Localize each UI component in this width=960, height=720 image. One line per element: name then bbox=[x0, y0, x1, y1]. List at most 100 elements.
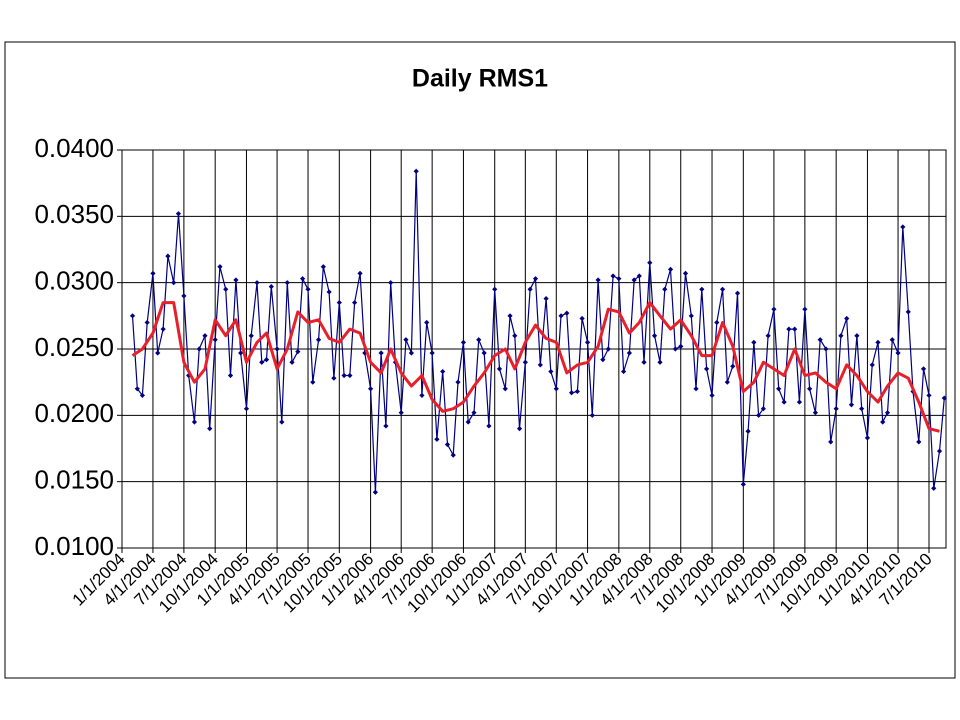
data-point bbox=[419, 392, 425, 399]
data-point bbox=[223, 286, 229, 292]
data-point bbox=[207, 426, 213, 432]
data-point bbox=[134, 386, 140, 392]
data-point bbox=[875, 339, 881, 345]
data-point bbox=[621, 368, 627, 375]
data-point bbox=[160, 326, 166, 332]
data-point bbox=[568, 390, 575, 396]
data-point bbox=[869, 362, 875, 368]
data-point bbox=[248, 333, 254, 339]
data-point bbox=[516, 426, 523, 432]
data-point bbox=[357, 270, 363, 276]
data-point bbox=[693, 386, 699, 392]
data-point bbox=[233, 277, 239, 283]
data-point bbox=[279, 419, 285, 425]
data-point bbox=[341, 372, 347, 379]
data-point bbox=[465, 419, 471, 425]
y-tick-label: 0.0200 bbox=[34, 398, 114, 428]
data-point bbox=[492, 286, 498, 292]
y-tick-label: 0.0400 bbox=[34, 133, 114, 163]
data-point bbox=[326, 289, 332, 295]
data-point bbox=[444, 441, 451, 448]
data-point bbox=[812, 410, 819, 416]
data-point bbox=[771, 306, 777, 312]
data-point bbox=[584, 339, 591, 345]
data-point bbox=[434, 436, 440, 442]
data-point bbox=[196, 346, 202, 352]
data-point bbox=[299, 276, 306, 282]
data-point bbox=[429, 350, 435, 356]
data-point bbox=[579, 315, 585, 322]
data-point bbox=[378, 350, 384, 356]
data-point bbox=[796, 399, 803, 405]
data-point bbox=[268, 284, 274, 290]
data-point bbox=[889, 337, 895, 343]
data-point bbox=[481, 350, 487, 356]
data-point bbox=[388, 280, 394, 286]
data-point bbox=[699, 286, 705, 292]
data-point bbox=[926, 392, 932, 399]
y-tick-label: 0.0250 bbox=[34, 332, 114, 362]
data-point bbox=[553, 386, 559, 392]
data-point bbox=[756, 412, 762, 418]
data-point bbox=[408, 350, 415, 356]
y-tick-label: 0.0350 bbox=[34, 199, 114, 229]
y-tick-label: 0.0150 bbox=[34, 465, 114, 495]
data-point bbox=[331, 375, 337, 381]
data-point bbox=[450, 452, 456, 458]
data-point bbox=[854, 333, 860, 339]
data-point bbox=[631, 277, 637, 283]
data-point bbox=[884, 410, 891, 416]
data-point bbox=[807, 386, 813, 392]
data-point bbox=[243, 406, 250, 412]
data-point bbox=[129, 313, 136, 319]
data-point bbox=[662, 286, 668, 292]
data-point bbox=[730, 363, 736, 369]
data-point bbox=[150, 270, 156, 276]
data-point bbox=[864, 435, 871, 441]
data-point bbox=[786, 326, 792, 332]
data-point bbox=[372, 489, 378, 495]
data-point bbox=[703, 366, 710, 372]
data-point bbox=[471, 410, 477, 416]
data-point bbox=[651, 333, 658, 339]
data-point bbox=[574, 388, 580, 395]
data-point bbox=[413, 168, 419, 174]
data-point bbox=[589, 412, 595, 418]
data-point bbox=[740, 481, 746, 487]
data-point bbox=[191, 419, 198, 425]
data-point bbox=[383, 423, 389, 429]
data-point bbox=[181, 293, 187, 299]
data-point bbox=[848, 402, 855, 408]
data-point bbox=[171, 280, 177, 286]
data-point bbox=[564, 310, 570, 316]
data-point bbox=[543, 295, 549, 302]
data-point bbox=[537, 362, 543, 368]
data-point bbox=[507, 313, 513, 319]
data-point bbox=[295, 349, 301, 355]
data-point bbox=[745, 428, 751, 434]
data-point bbox=[440, 368, 446, 375]
data-point bbox=[672, 346, 678, 352]
data-point bbox=[626, 350, 632, 356]
data-point bbox=[792, 326, 798, 332]
data-point bbox=[719, 286, 726, 292]
data-point bbox=[636, 273, 642, 279]
data-point bbox=[212, 337, 218, 343]
data-point bbox=[476, 337, 482, 343]
y-tick-label: 0.0100 bbox=[34, 531, 114, 561]
data-point bbox=[352, 299, 358, 306]
data-point bbox=[844, 315, 850, 322]
data-point bbox=[238, 350, 244, 356]
data-point bbox=[398, 410, 404, 416]
data-point bbox=[336, 299, 342, 306]
data-point bbox=[895, 350, 901, 356]
data-point bbox=[616, 276, 622, 282]
data-point bbox=[310, 379, 316, 385]
data-point bbox=[610, 273, 616, 279]
data-point bbox=[595, 277, 601, 283]
data-point bbox=[274, 346, 280, 352]
data-point bbox=[880, 419, 886, 425]
data-point bbox=[802, 306, 808, 312]
data-point bbox=[751, 339, 757, 345]
data-point bbox=[776, 386, 782, 392]
